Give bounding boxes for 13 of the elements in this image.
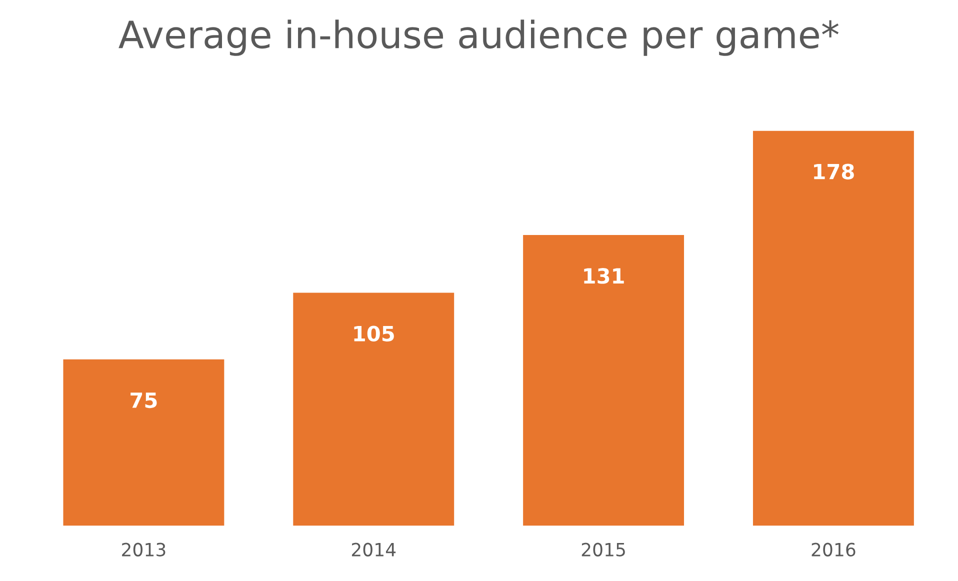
data-label: 131 xyxy=(584,268,624,284)
data-label: 75 xyxy=(130,392,157,408)
chart-title: Average in-house audience per game* xyxy=(118,20,839,56)
bar xyxy=(293,292,454,526)
data-label: 178 xyxy=(814,164,854,180)
x-tick-label: 2016 xyxy=(812,542,856,556)
bar xyxy=(752,130,914,526)
bar xyxy=(523,235,684,526)
data-label: 105 xyxy=(354,326,394,342)
bar xyxy=(63,359,224,526)
x-tick-label: 2014 xyxy=(352,542,396,556)
x-tick-label: 2015 xyxy=(582,542,625,556)
x-tick-label: 2013 xyxy=(122,542,166,556)
